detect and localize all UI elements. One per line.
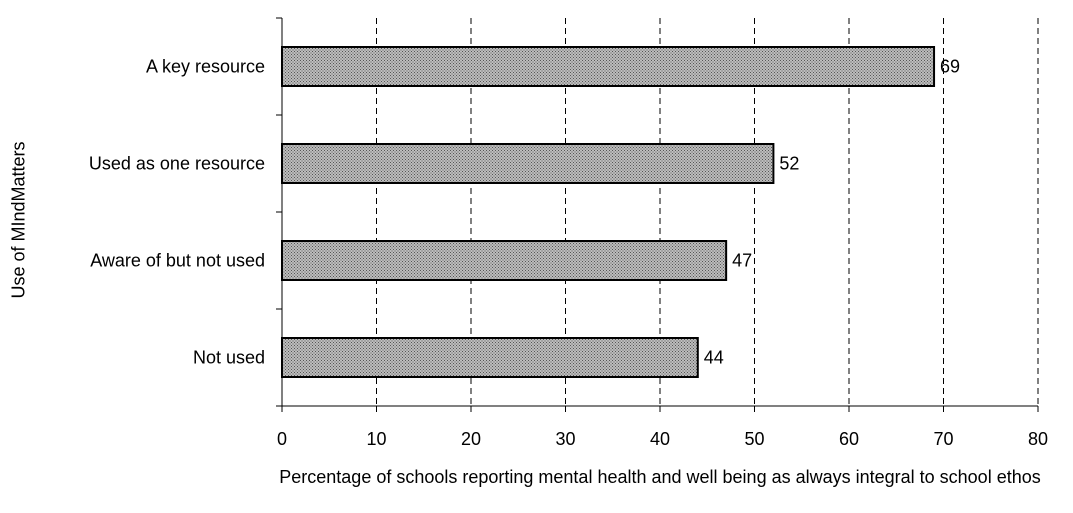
axes [276, 17, 1039, 412]
x-tick-label-70: 70 [933, 429, 953, 449]
data-label-0: 69 [940, 57, 960, 77]
x-tick-label-40: 40 [650, 429, 670, 449]
x-axis-title: Percentage of schools reporting mental h… [279, 467, 1041, 487]
bar-1 [281, 143, 775, 184]
category-label-2: Aware of but not used [90, 251, 265, 271]
category-label-0: A key resource [146, 57, 265, 77]
bar-2 [281, 240, 728, 281]
category-label-3: Not used [193, 348, 265, 368]
data-label-1: 52 [779, 154, 799, 174]
y-axis-title: Use of MIndMatters [8, 141, 29, 299]
labels: A key resource 69 Used as one resource 52 Aw… [89, 57, 1048, 450]
bar-0 [281, 46, 936, 87]
x-tick-label-30: 30 [555, 429, 575, 449]
bars [281, 46, 936, 378]
x-tick-label-60: 60 [839, 429, 859, 449]
x-tick-label-80: 80 [1028, 429, 1048, 449]
x-tick-label-20: 20 [461, 429, 481, 449]
category-label-1: Used as one resource [89, 154, 265, 174]
x-tick-label-0: 0 [277, 429, 287, 449]
x-tick-label-50: 50 [744, 429, 764, 449]
bar-3 [281, 337, 699, 378]
data-label-3: 44 [704, 348, 724, 368]
x-tick-label-10: 10 [366, 429, 386, 449]
data-label-2: 47 [732, 251, 752, 271]
